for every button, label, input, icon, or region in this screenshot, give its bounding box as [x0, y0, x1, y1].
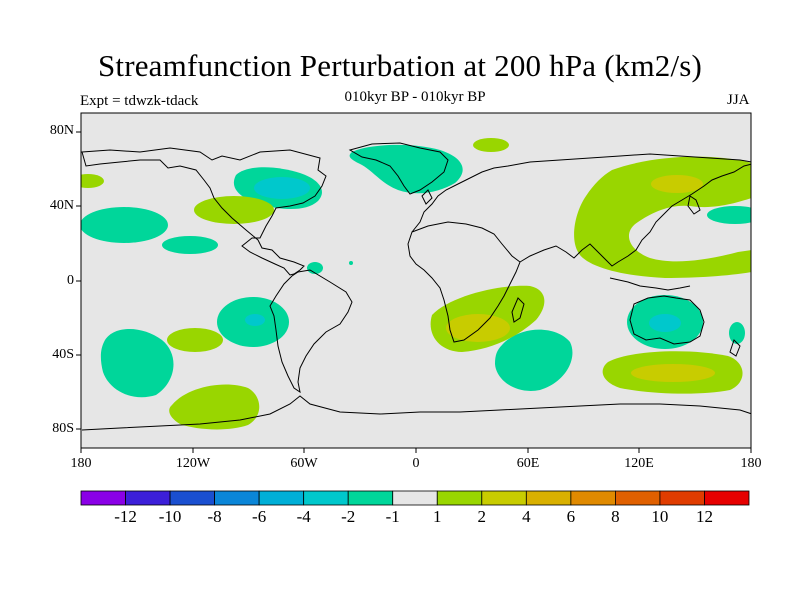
chart-subtitle: 010kyr BP - 010kyr BP [344, 89, 486, 105]
lon-label-60w: 60W [290, 456, 318, 471]
colorbar-box [214, 490, 260, 506]
coast-japan [687, 195, 701, 215]
anomaly-layer [81, 138, 751, 430]
anomaly-subtropical-pacific [81, 207, 168, 243]
anomaly-north-atlantic-east [473, 138, 509, 152]
anomaly-north-america-core [254, 177, 310, 199]
colorbar-box [80, 490, 126, 506]
anomaly-northwest-pacific [707, 206, 751, 224]
colorbar-level-label: 12 [695, 507, 713, 526]
axis-ticks [76, 131, 752, 453]
anomaly-southern-ocean-core [631, 364, 715, 382]
colorbar-level-label: -2 [341, 507, 356, 526]
anomaly-caribbean [307, 262, 323, 274]
lat-label-40n: 40N [49, 198, 74, 213]
lat-label-0: 0 [67, 273, 74, 288]
anomaly-equator-dot [349, 261, 353, 265]
colorbar-level-label: 4 [522, 507, 531, 526]
experiment-label: Expt = tdwzk-tdack [80, 93, 199, 109]
coast-antarctica [81, 395, 751, 431]
colorbar [80, 490, 750, 506]
anomaly-north-pacific-east [740, 166, 751, 186]
colorbar-level-label: -4 [296, 507, 311, 526]
lat-label-80s: 80S [52, 421, 74, 436]
colorbar-box [169, 490, 216, 506]
lon-label-120e: 120E [624, 456, 654, 471]
anomaly-southeast-pacific-core [245, 314, 265, 326]
anomaly-antarctic-peninsula [169, 384, 260, 430]
anomaly-greenland [349, 144, 463, 194]
coast-north-america [81, 147, 327, 276]
lon-label-180w: 180 [70, 456, 92, 471]
coast-new-zealand [729, 339, 741, 357]
lon-label-180e: 180 [740, 456, 762, 471]
anomaly-south-indian [495, 329, 573, 391]
colorbar-box [570, 490, 616, 506]
colorbar-level-label: -10 [158, 507, 182, 526]
colorbar-level-label: 2 [477, 507, 487, 526]
season-label: JJA [727, 92, 750, 108]
anomaly-tasman [729, 322, 745, 344]
colorbar-box [347, 490, 394, 506]
coast-europe [411, 153, 751, 233]
coast-indonesia [609, 277, 691, 291]
colorbar-box [392, 490, 438, 506]
colorbar-level-label: 6 [566, 507, 576, 526]
coast-australia [629, 295, 705, 345]
colorbar-level-label: -12 [114, 507, 137, 526]
anomaly-southern-africa-core [446, 314, 510, 342]
anomaly-west-atlantic [194, 196, 274, 224]
coastlines [81, 142, 751, 431]
lat-label-80n: 80N [49, 123, 74, 138]
chart-title: Streamfunction Perturbation at 200 hPa (… [97, 48, 703, 83]
anomaly-dateline-north [81, 174, 104, 188]
coast-greenland [348, 142, 449, 195]
colorbar-box [525, 490, 572, 506]
colorbar-box [704, 490, 750, 506]
colorbar-box [615, 490, 661, 506]
colorbar-box [436, 490, 483, 506]
colorbar-level-label: -8 [207, 507, 222, 526]
colorbar-level-label: -6 [252, 507, 267, 526]
anomaly-east-asia-core [651, 175, 703, 193]
coast-madagascar [511, 297, 525, 323]
lon-label-60e: 60E [516, 456, 540, 471]
colorbar-box [303, 490, 349, 506]
colorbar-box [125, 490, 171, 506]
anomaly-east-pacific [162, 236, 218, 254]
anomaly-south-pacific [100, 328, 174, 398]
anomaly-east-asia [574, 156, 751, 278]
colorbar-level-label: -1 [385, 507, 400, 526]
colorbar-level-label: 8 [611, 507, 620, 526]
colorbar-level-label: 10 [651, 507, 669, 526]
coast-uk [421, 189, 433, 205]
lat-label-40s: 40S [52, 347, 74, 362]
coast-africa [407, 221, 521, 343]
colorbar-box [659, 490, 705, 506]
lon-label-120w: 120W [175, 456, 211, 471]
coast-south-america [269, 269, 353, 394]
coast-asia [519, 163, 751, 267]
colorbar-level-label: 1 [433, 507, 442, 526]
anomaly-australia-core [649, 314, 681, 332]
anomaly-south-america [167, 328, 223, 352]
colorbar-box [258, 490, 305, 506]
lon-label-0: 0 [412, 456, 420, 471]
colorbar-box [481, 490, 527, 506]
